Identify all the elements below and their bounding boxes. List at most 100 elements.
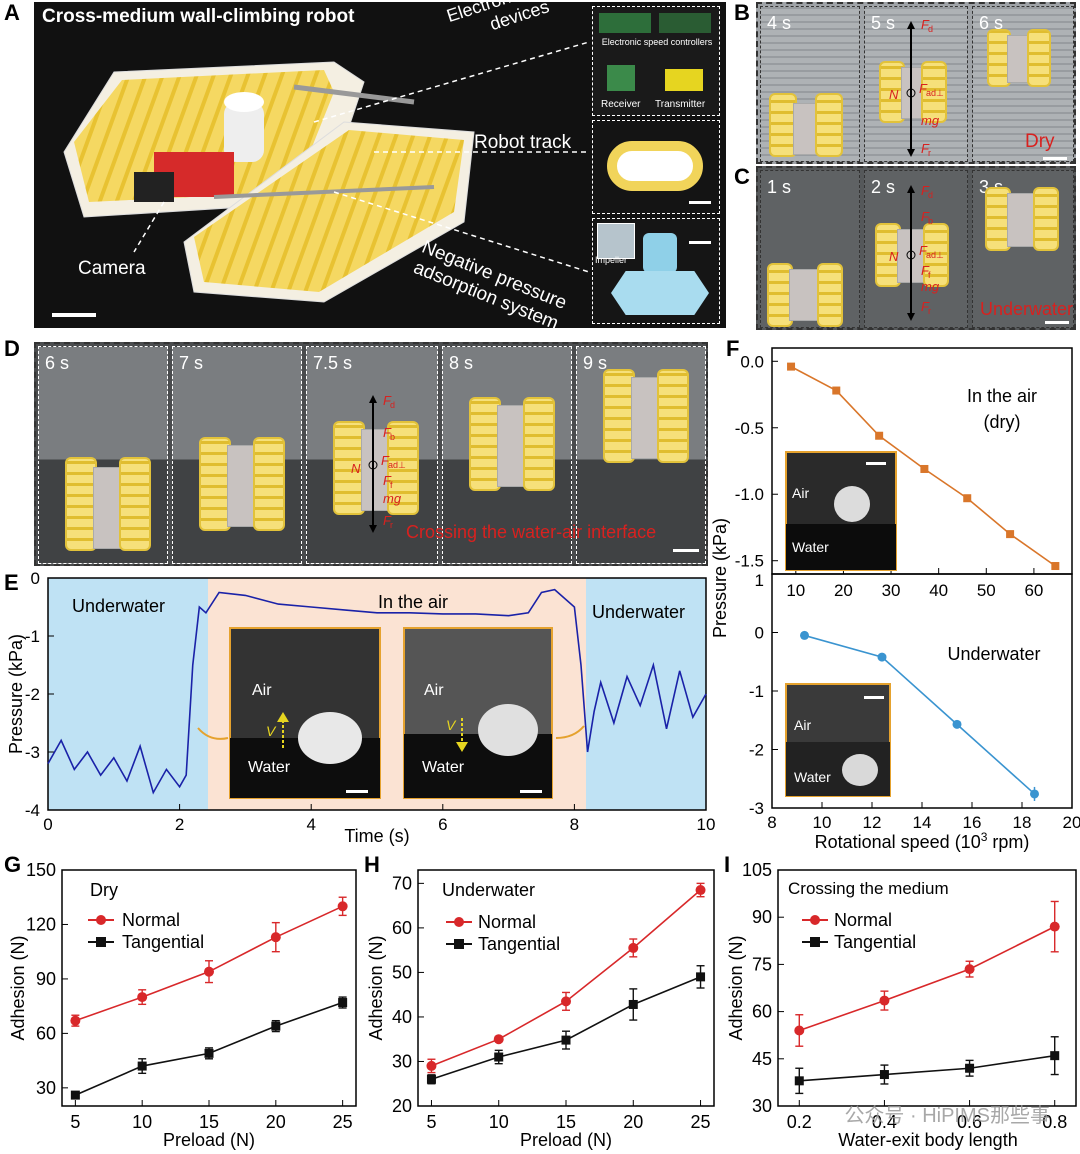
- chart-f-inset-bottom-air: Air: [794, 717, 811, 733]
- svg-text:d: d: [390, 400, 395, 410]
- chart-i-legend-tangential: Tangential: [834, 932, 916, 952]
- chart-f-top-cond-1: In the air: [967, 386, 1037, 406]
- panel-label-g: G: [4, 852, 22, 877]
- chart-h-condition: Underwater: [442, 880, 535, 900]
- svg-text:d: d: [928, 24, 933, 34]
- panel-label-f: F: [726, 336, 740, 361]
- chart-e-xlabel: Time (s): [344, 826, 409, 846]
- chart-g-ylabel: Adhesion (N): [8, 935, 28, 1040]
- chart-f-ylabel: Pressure (kPa): [710, 518, 730, 638]
- I-xtick-label: 0.6: [957, 1112, 982, 1132]
- chart-f-bottom-xtick-label: 10: [813, 813, 832, 832]
- chart-f-top-cond-2: (dry): [984, 412, 1021, 432]
- svg-text:ad⊥: ad⊥: [388, 460, 406, 470]
- chart-h-legend-tangential: Tangential: [478, 934, 560, 954]
- chart-i: 0.2 0.4 0.6 0.8 105 90 75 60 45 30 Crossing the m…: [726, 860, 1077, 1150]
- receiver-label: Receiver: [601, 99, 641, 110]
- panel-b-time-1: 4 s: [767, 13, 792, 33]
- chart-f-top-ytick-label: -1.0: [735, 485, 764, 504]
- panel-label-i: I: [724, 852, 731, 877]
- chart-f-inset-bottom-water: Water: [794, 769, 831, 785]
- svg-text:mg: mg: [921, 113, 940, 128]
- chart-e-xtick-label: 6: [438, 815, 447, 834]
- chart-h-tangential-point: [561, 1035, 571, 1045]
- chart-e-ytick-label: -2: [25, 685, 40, 704]
- panel-label-b: B: [734, 0, 750, 25]
- chart-g-normal-point: [70, 1015, 81, 1026]
- I-ytick-label: 105: [742, 860, 772, 880]
- G-ytick-label: 150: [26, 860, 56, 880]
- chart-h-tangential-point: [628, 999, 638, 1009]
- chart-i-normal-point: [794, 1025, 805, 1036]
- chart-i-legend-normal: Normal: [834, 910, 892, 930]
- H-ytick-label: 40: [392, 1007, 412, 1027]
- panel-d-frame-5: 9 s: [576, 346, 706, 564]
- chart-h-ylabel: Adhesion (N): [366, 935, 386, 1040]
- panel-b-frame-1: 4 s: [760, 6, 860, 162]
- chart-h-normal-point: [561, 996, 571, 1007]
- svg-text:ad⊥: ad⊥: [926, 250, 944, 260]
- chart-f-bottom-xtick-label: 14: [913, 813, 932, 832]
- H-ytick-label: 70: [392, 873, 412, 893]
- svg-text:N: N: [889, 87, 899, 102]
- H-xtick-label: 5: [426, 1112, 436, 1132]
- chart-h-xlabel: Preload (N): [520, 1130, 612, 1150]
- svg-text:r: r: [928, 148, 931, 158]
- chart-f-bottom-cond: Underwater: [947, 644, 1040, 664]
- chart-i-tangential-line: [799, 1054, 1055, 1082]
- H-xtick-label: 15: [556, 1112, 576, 1132]
- chart-i-tangential-point: [879, 1070, 889, 1080]
- chart-e-xtick-label: 8: [570, 815, 579, 834]
- chart-e-ylabel: Pressure (kPa): [6, 634, 26, 754]
- chart-i-ylabel: Adhesion (N): [726, 935, 746, 1040]
- chart-g-xlabel: Preload (N): [163, 1130, 255, 1150]
- chart-g-normal-point: [137, 992, 148, 1003]
- inset-adsorption: Impeller: [592, 218, 720, 324]
- chart-i-normal-point: [1049, 921, 1060, 932]
- chart-e-inset-right-v: V: [446, 717, 457, 733]
- chart-f-top-point: [963, 494, 972, 503]
- chart-f-inset-top-water: Water: [792, 539, 829, 555]
- svg-text:d: d: [928, 190, 933, 200]
- chart-e-ytick-label: -4: [25, 801, 40, 820]
- chart-f-top-point: [1051, 562, 1060, 571]
- svg-text:F: F: [921, 141, 930, 156]
- inset-track: [592, 120, 720, 214]
- svg-text:r: r: [390, 520, 393, 530]
- chart-f-top-point: [832, 386, 841, 395]
- svg-text:mg: mg: [921, 279, 940, 294]
- inset-electronics: Electronic speed controllers Receiver Tr…: [592, 6, 720, 116]
- chart-f-bottom-ytick-label: 1: [755, 571, 764, 590]
- chart-g-tangential-point: [137, 1061, 147, 1071]
- panel-c-photos: 1 s 2 s Fd Fb N Fad⊥ Ff mg Fr 3 s Underw…: [756, 166, 1076, 330]
- svg-text:ad⊥: ad⊥: [926, 88, 944, 98]
- I-ytick-label: 45: [752, 1049, 772, 1069]
- chart-h-tangential-point: [426, 1074, 436, 1084]
- chart-f-top-xtick-label: 30: [882, 581, 901, 600]
- chart-i-normal-line: [799, 925, 1056, 1032]
- chart-e-inset-left-air: Air: [252, 682, 272, 699]
- chart-f-top-point: [787, 362, 796, 371]
- panel-c-frame-1: 1 s: [760, 170, 860, 328]
- svg-text:F: F: [383, 425, 392, 440]
- chart-e-xtick-label: 10: [697, 815, 716, 834]
- chart-f-xlabel: Rotational speed (103 rpm): [815, 830, 1030, 852]
- chart-f-top-xtick-label: 40: [929, 581, 948, 600]
- chart-g-legend-tangential: Tangential: [122, 932, 204, 952]
- svg-text:F: F: [383, 473, 392, 488]
- G-xtick-label: 25: [333, 1112, 353, 1132]
- chart-f-bottom-point: [952, 719, 962, 729]
- chart-e-inset-left-v: V: [266, 723, 277, 739]
- chart-g-tangential-point: [70, 1090, 80, 1100]
- chart-h-tangential-point: [696, 972, 706, 982]
- chart-f-bottom-ytick-label: -1: [749, 682, 764, 701]
- svg-text:F: F: [921, 17, 930, 32]
- H-ytick-label: 50: [392, 962, 412, 982]
- chart-h-normal-point: [493, 1034, 504, 1045]
- G-xtick-label: 10: [132, 1112, 152, 1132]
- chart-h-normal-point: [426, 1060, 437, 1071]
- chart-h-legend-normal: Normal: [478, 912, 536, 932]
